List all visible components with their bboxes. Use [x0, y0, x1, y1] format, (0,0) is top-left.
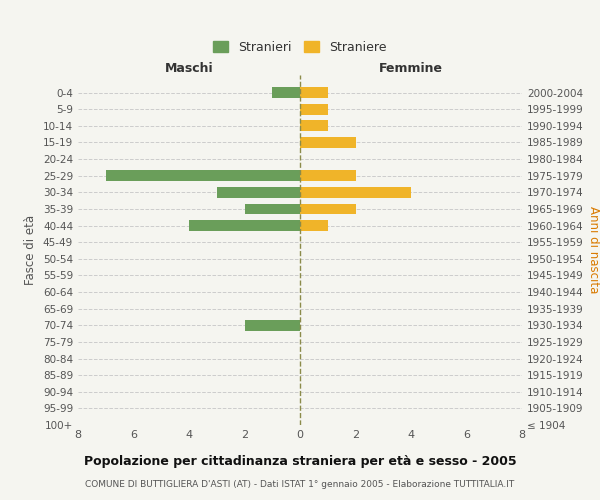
Bar — [300, 87, 328, 98]
Bar — [106, 170, 300, 181]
Bar — [217, 187, 300, 198]
Y-axis label: Anni di nascita: Anni di nascita — [587, 206, 600, 294]
Bar — [300, 137, 355, 148]
Y-axis label: Fasce di età: Fasce di età — [25, 215, 37, 285]
Bar — [300, 170, 355, 181]
Bar — [300, 120, 328, 131]
Bar — [300, 220, 328, 231]
Bar — [245, 204, 300, 214]
Bar — [189, 220, 300, 231]
Bar — [272, 87, 300, 98]
Bar — [300, 204, 355, 214]
Bar — [300, 104, 328, 115]
Bar — [300, 187, 411, 198]
Text: Maschi: Maschi — [164, 62, 214, 75]
Legend: Stranieri, Straniere: Stranieri, Straniere — [208, 36, 392, 59]
Text: Femmine: Femmine — [379, 62, 443, 75]
Text: Popolazione per cittadinanza straniera per età e sesso - 2005: Popolazione per cittadinanza straniera p… — [83, 455, 517, 468]
Text: COMUNE DI BUTTIGLIERA D'ASTI (AT) - Dati ISTAT 1° gennaio 2005 - Elaborazione TU: COMUNE DI BUTTIGLIERA D'ASTI (AT) - Dati… — [85, 480, 515, 489]
Bar — [245, 320, 300, 330]
